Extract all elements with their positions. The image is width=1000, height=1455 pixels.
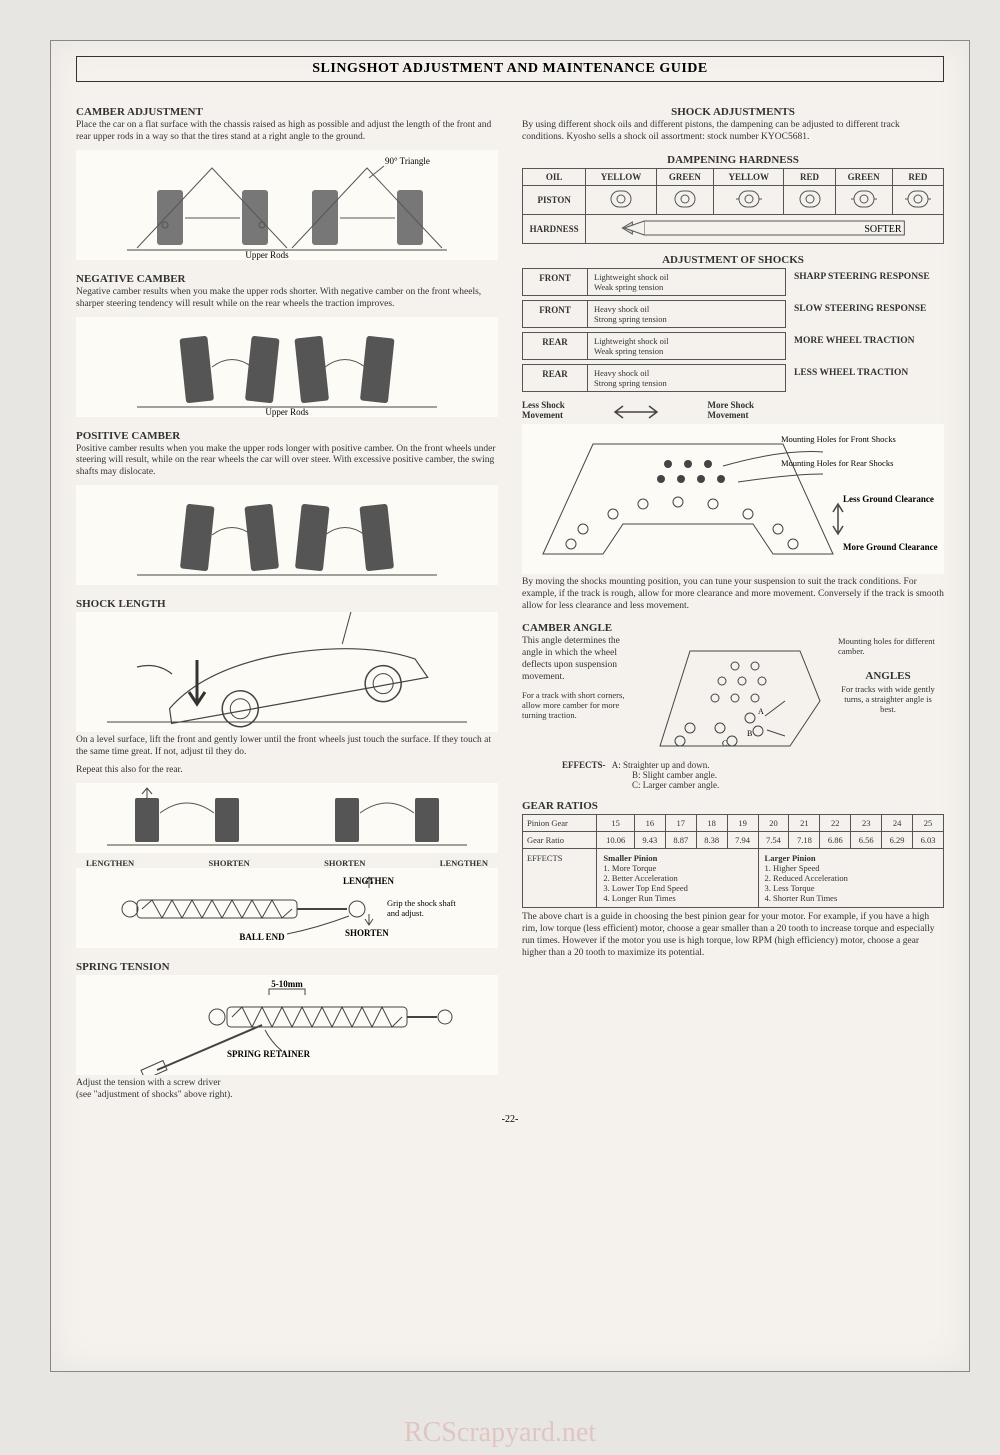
oil-label: OIL	[523, 168, 586, 185]
piston-icon	[586, 185, 656, 214]
adj-shocks-heading: ADJUSTMENT OF SHOCKS	[522, 254, 944, 266]
gear-ratios-heading: GEAR RATIOS	[522, 800, 944, 812]
watermark: RCScrapyard.net	[0, 1417, 1000, 1449]
smaller-pinion: Smaller Pinion 1. More Torque 2. Better …	[597, 849, 758, 908]
piston-label: PISTON	[523, 185, 586, 214]
shock-adjustments-heading: SHOCK ADJUSTMENTS	[522, 106, 944, 118]
dampening-table: OIL YELLOW GREEN YELLOW RED GREEN RED PI…	[522, 168, 944, 244]
upper-rods-label: Upper Rods	[245, 250, 289, 260]
manual-page: SLINGSHOT ADJUSTMENT AND MAINTENANCE GUI…	[50, 40, 970, 1372]
gear-text: The above chart is a guide in choosing t…	[522, 912, 944, 960]
spring-tension-text: Adjust the tension with a screw driver (…	[76, 1078, 236, 1102]
svg-text:SOFTER: SOFTER	[865, 224, 903, 235]
car-lift-diagram	[76, 612, 498, 732]
adj-shocks-table: FRONT Lightweight shock oil Weak spring …	[522, 268, 944, 392]
double-arrow-icon	[611, 400, 661, 424]
camber-adjustment-text: Place the car on a flat surface with the…	[76, 120, 498, 144]
shock-length-text2: Repeat this also for the rear.	[76, 765, 498, 777]
positive-camber-diagram	[76, 485, 498, 585]
shock-mount-text: By moving the shocks mounting position, …	[522, 577, 944, 613]
svg-text:Grip the shock shaft: Grip the shock shaft	[387, 898, 456, 908]
camber-adjustment-heading: CAMBER ADJUSTMENT	[76, 106, 498, 118]
spring-tension-diagram: 5-10mm SPRING RETAINER	[76, 975, 498, 1075]
svg-text:Less Ground Clearance: Less Ground Clearance	[843, 494, 934, 504]
svg-text:and adjust.: and adjust.	[387, 908, 424, 918]
camber-diagram: 90° Triangle Upper Rods	[76, 150, 498, 260]
negative-camber-diagram: Upper Rods	[76, 317, 498, 417]
svg-text:SPRING RETAINER: SPRING RETAINER	[227, 1049, 311, 1059]
svg-text:C: C	[722, 739, 727, 748]
svg-text:BALL END: BALL END	[239, 932, 285, 942]
svg-text:A: A	[758, 707, 764, 716]
dampening-heading: DAMPENING HARDNESS	[522, 154, 944, 166]
svg-text:5-10mm: 5-10mm	[271, 979, 303, 989]
shock-length-text1: On a level surface, lift the front and g…	[76, 735, 498, 759]
right-column: SHOCK ADJUSTMENTS By using different sho…	[522, 96, 944, 1108]
spring-tension-heading: SPRING TENSION	[76, 961, 498, 973]
svg-text:Mounting Holes for Rear Shocks: Mounting Holes for Rear Shocks	[781, 458, 893, 468]
negative-camber-heading: NEGATIVE CAMBER	[76, 273, 498, 285]
larger-pinion: Larger Pinion 1. Higher Speed 2. Reduced…	[758, 849, 943, 908]
label-lengthen: LENGTHEN	[86, 858, 134, 868]
svg-text:Mounting Holes for Front Shock: Mounting Holes for Front Shocks	[781, 434, 896, 444]
triangle-label: 90° Triangle	[385, 156, 430, 166]
shock-length-labels: LENGTHEN SHORTEN SHORTEN LENGTHEN	[76, 858, 498, 868]
positive-camber-heading: POSITIVE CAMBER	[76, 430, 498, 442]
label-shorten: SHORTEN	[209, 858, 250, 868]
shock-adjustments-text: By using different shock oils and differ…	[522, 120, 944, 144]
label-lengthen-2: LENGTHEN	[440, 858, 488, 868]
camber-tower-diagram: A B C	[650, 636, 830, 756]
shock-length-wheels	[76, 783, 498, 853]
svg-text:B: B	[747, 729, 752, 738]
shock-ball-end: LENGTHEN SHORTEN Grip the shock shaft an…	[76, 868, 498, 948]
svg-text:SHORTEN: SHORTEN	[345, 928, 389, 938]
upper-rods-label-2: Upper Rods	[265, 407, 309, 417]
page-title: SLINGSHOT ADJUSTMENT AND MAINTENANCE GUI…	[76, 56, 944, 82]
softer-arrow: SOFTER	[586, 214, 944, 243]
svg-text:More Ground Clearance: More Ground Clearance	[843, 542, 938, 552]
two-column-layout: CAMBER ADJUSTMENT Place the car on a fla…	[76, 96, 944, 1108]
camber-angle-heading: CAMBER ANGLE	[522, 622, 944, 634]
shock-length-heading: SHOCK LENGTH	[76, 598, 498, 610]
hardness-label: HARDNESS	[523, 214, 586, 243]
positive-camber-text: Positive camber results when you make th…	[76, 444, 498, 480]
negative-camber-text: Negative camber results when you make th…	[76, 287, 498, 311]
left-column: CAMBER ADJUSTMENT Place the car on a fla…	[76, 96, 498, 1108]
label-shorten-2: SHORTEN	[324, 858, 365, 868]
page-number: -22-	[76, 1114, 944, 1125]
camber-effects: EFFECTS- A: Straighter up and down. B: S…	[562, 760, 944, 790]
adj-row: FRONT Lightweight shock oil Weak spring …	[522, 268, 944, 296]
shock-tower-diagram: Mounting Holes for Front Shocks Mounting…	[522, 424, 944, 574]
shock-movement-arrows: Less Shock Movement More Shock Movement	[522, 400, 754, 424]
gear-table: Pinion Gear 1516171819202122232425 Gear …	[522, 814, 944, 908]
